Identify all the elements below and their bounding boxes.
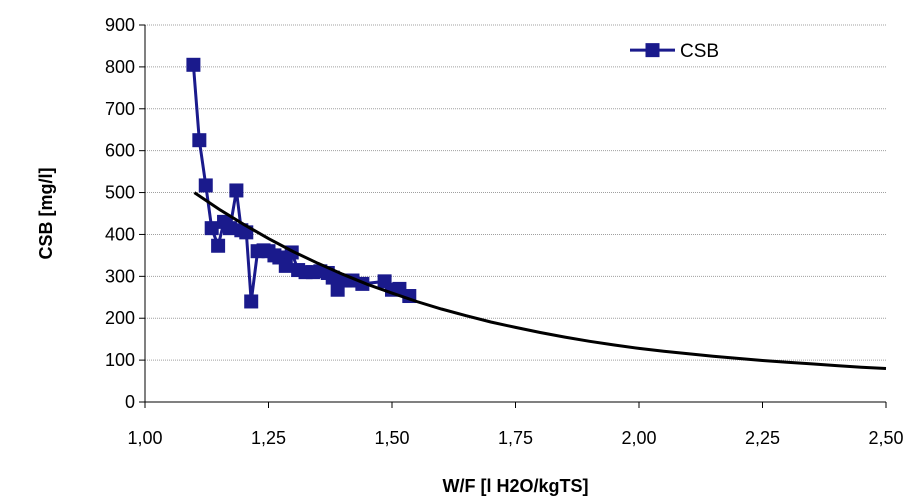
data-point <box>198 178 213 193</box>
axes <box>139 24 887 408</box>
x-tick-label: 1,50 <box>374 428 409 448</box>
data-point <box>244 294 259 309</box>
x-axis-label: W/F [l H2O/kgTS] <box>443 476 589 496</box>
y-tick-label: 300 <box>105 266 135 286</box>
data-point <box>211 238 226 253</box>
y-tick-label: 600 <box>105 141 135 161</box>
legend-label: CSB <box>680 41 719 62</box>
y-tick-label: 0 <box>125 392 135 412</box>
data-point <box>186 57 201 72</box>
y-tick-label: 700 <box>105 99 135 119</box>
trend-line <box>193 191 887 370</box>
data-point <box>222 221 237 236</box>
x-tick-label: 1,00 <box>127 428 162 448</box>
y-axis-label: CSB [mg/l] <box>36 168 56 260</box>
x-tick-label: 2,00 <box>621 428 656 448</box>
legend-marker <box>645 43 660 58</box>
x-tick-label: 2,25 <box>745 428 780 448</box>
y-tick-label: 400 <box>105 224 135 244</box>
y-tick-label: 900 <box>105 15 135 35</box>
x-tick-labels: 1,00 1,25 1,50 1,75 2,00 2,25 2,50 <box>127 428 903 448</box>
y-tick-label: 100 <box>105 350 135 370</box>
data-point <box>229 183 244 198</box>
x-tick-label: 2,50 <box>868 428 903 448</box>
legend: CSB <box>630 41 719 62</box>
x-tick-label: 1,25 <box>251 428 286 448</box>
y-tick-labels: 0 100 200 300 400 500 600 700 800 900 <box>105 15 135 412</box>
data-point <box>192 133 207 148</box>
data-point <box>325 270 340 285</box>
x-tick-label: 1,75 <box>498 428 533 448</box>
y-tick-label: 500 <box>105 183 135 203</box>
data-point <box>278 258 293 273</box>
grid-lines <box>145 24 886 361</box>
y-tick-label: 800 <box>105 57 135 77</box>
data-point <box>204 221 219 236</box>
series-layer <box>186 57 887 370</box>
y-tick-label: 200 <box>105 308 135 328</box>
